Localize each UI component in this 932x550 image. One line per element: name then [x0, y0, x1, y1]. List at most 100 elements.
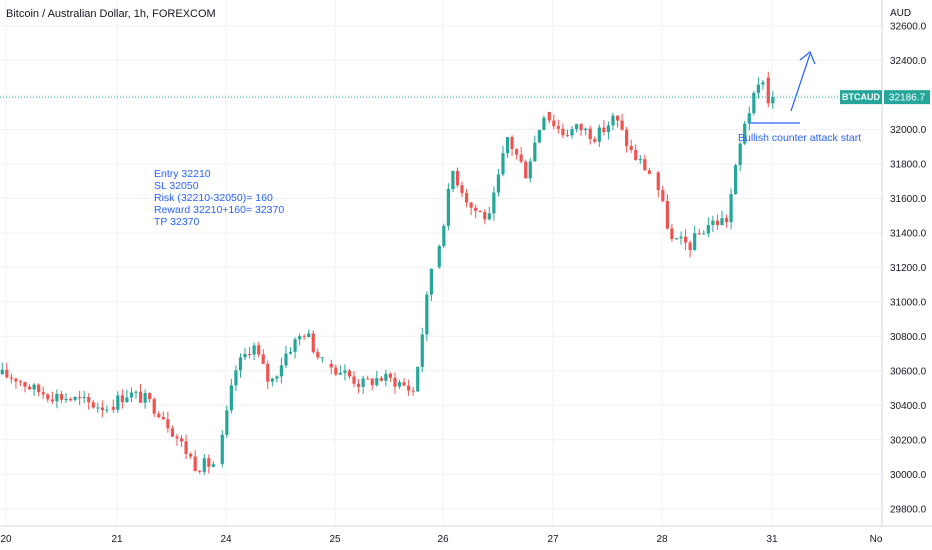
candle-body — [266, 363, 270, 382]
x-tick-label: 20 — [0, 534, 12, 545]
candle-body — [347, 370, 352, 377]
candle-body — [537, 129, 541, 143]
candle-body — [334, 367, 338, 375]
candle-body — [207, 458, 211, 467]
y-tick-label: 32600.0 — [890, 21, 927, 32]
candle-body — [743, 123, 747, 144]
candle-body — [293, 339, 297, 352]
candle-body — [460, 185, 464, 194]
candle-body — [338, 372, 342, 375]
candle-body — [27, 386, 32, 390]
candle-body — [697, 233, 701, 235]
candle-body — [320, 357, 324, 359]
candle-body — [257, 345, 261, 355]
candle-body — [302, 336, 306, 338]
candle-body — [656, 172, 660, 191]
candle-body — [451, 170, 455, 189]
chart-title: Bitcoin / Australian Dollar, 1h, FOREXCO… — [6, 8, 216, 20]
x-tick-label: No — [870, 534, 883, 545]
candle-body — [120, 395, 124, 403]
candle-body — [579, 124, 583, 131]
candle-body — [620, 120, 624, 130]
candle-body — [720, 218, 724, 226]
candle-body — [46, 394, 50, 400]
candle-body — [5, 369, 9, 378]
candle-body — [478, 210, 482, 213]
candle-body — [211, 464, 215, 467]
candle-body — [679, 236, 683, 239]
candle-body — [134, 391, 138, 393]
candle-body — [202, 458, 206, 472]
candle-body — [91, 402, 95, 408]
candle-body — [625, 129, 629, 146]
note-take-profit: TP 32370 — [154, 216, 200, 228]
candle-body — [510, 137, 514, 150]
last-price-label: 32186.7 — [889, 93, 926, 104]
candle-body — [492, 192, 496, 214]
candle-body — [170, 428, 175, 437]
symbol-tag: BTCAUD — [842, 92, 880, 102]
candle-body — [64, 399, 68, 401]
candle-body — [638, 159, 642, 161]
candle-body — [55, 393, 59, 402]
candle-body — [307, 333, 311, 338]
candle-body — [87, 397, 91, 403]
candle-body — [528, 161, 532, 179]
candle-body — [665, 201, 669, 229]
candle-body — [702, 233, 706, 235]
candle-body — [68, 399, 73, 401]
candle-body — [602, 127, 606, 132]
candle-body — [238, 357, 243, 371]
candle-body — [561, 128, 565, 136]
candle-body — [674, 238, 679, 240]
candle-body — [298, 336, 302, 340]
x-tick-label: 27 — [547, 534, 559, 545]
x-tick-label: 24 — [220, 534, 232, 545]
candle-body — [629, 145, 633, 150]
candle-body — [570, 128, 574, 136]
candle-body — [611, 115, 615, 126]
candle-body — [464, 193, 469, 203]
candle-body — [32, 384, 36, 390]
candle-body — [688, 242, 692, 250]
candle-body — [505, 137, 510, 154]
symbol-tag-bg — [840, 90, 882, 105]
note-reward: Reward 32210+160= 32370 — [154, 204, 284, 216]
candle-body — [437, 246, 441, 268]
candle-body — [483, 212, 487, 220]
candle-body — [542, 117, 546, 130]
candle-body — [429, 268, 433, 295]
callout-drawing[interactable]: Bullish counter attack start — [738, 51, 861, 144]
x-tick-label: 25 — [329, 534, 341, 545]
candle-body — [175, 436, 179, 439]
candle-body — [547, 112, 551, 121]
candle-body — [366, 378, 370, 380]
candle-body — [397, 382, 402, 387]
candle-body — [138, 391, 143, 403]
candle-body — [766, 77, 770, 104]
y-tick-label: 32400.0 — [890, 56, 927, 67]
last-price-tag: BTCAUD 32186.7 — [840, 90, 930, 105]
price-axis[interactable]: 29800.0 30000.0 30200.0 30400.0 30600.0 30800… — [890, 21, 927, 515]
candle-body — [41, 392, 45, 395]
candle-body — [501, 153, 505, 175]
time-axis[interactable]: 20 21 24 25 26 27 28 31 No — [0, 534, 882, 545]
trade-plan-note[interactable]: Entry 32210 SL 32050 Risk (32210-32050)=… — [154, 168, 284, 228]
candle-body — [420, 334, 424, 367]
candle-body — [487, 213, 491, 220]
grid-lines — [0, 0, 882, 526]
candle-body — [729, 193, 733, 223]
candle-body — [402, 382, 406, 386]
candle-body — [455, 170, 460, 186]
candle-body — [593, 139, 597, 142]
candle-body — [379, 378, 383, 381]
candle-body — [407, 385, 411, 391]
candle-body — [343, 370, 347, 373]
price-tag-bg — [884, 90, 930, 105]
candle-body — [706, 224, 710, 234]
candle-body — [724, 218, 729, 223]
candle-body — [234, 370, 238, 386]
candle-body — [411, 390, 415, 392]
